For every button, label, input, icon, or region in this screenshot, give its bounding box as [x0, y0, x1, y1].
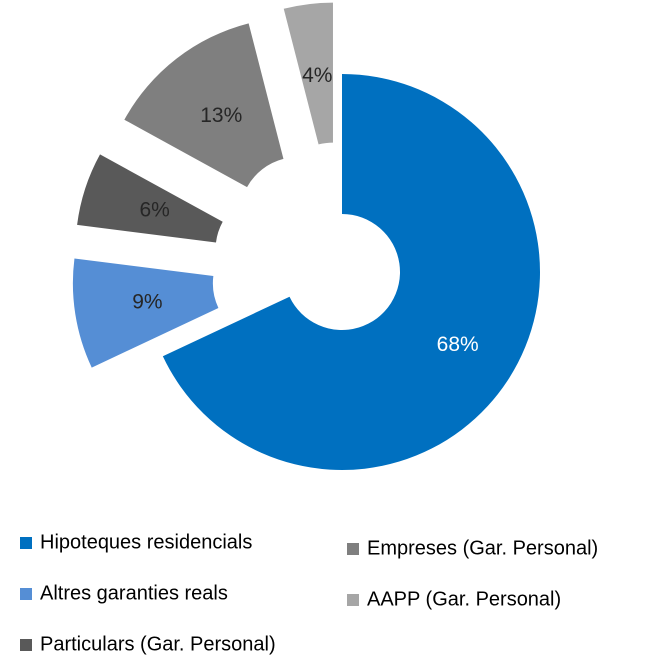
- slice: [72, 258, 219, 368]
- legend-swatch: [20, 537, 32, 549]
- slice: [162, 74, 540, 470]
- data-label: 9%: [132, 290, 162, 313]
- data-label: 68%: [437, 333, 479, 356]
- slice: [77, 154, 223, 243]
- legend-label: Empreses (Gar. Personal): [367, 537, 598, 559]
- data-label: 13%: [200, 104, 242, 127]
- legend-swatch: [347, 543, 359, 555]
- legend-label: Hipoteques residencials: [40, 531, 252, 553]
- data-label: 4%: [302, 64, 332, 87]
- slice: [283, 2, 333, 145]
- legend-swatch: [20, 639, 32, 651]
- slice: [124, 23, 284, 188]
- legend-label: AAPP (Gar. Personal): [367, 588, 561, 610]
- legend-label: Particulars (Gar. Personal): [40, 633, 276, 655]
- legend-swatch: [347, 594, 359, 606]
- data-label: 6%: [139, 199, 169, 222]
- legend-swatch: [20, 588, 32, 600]
- legend-label: Altres garanties reals: [40, 582, 228, 604]
